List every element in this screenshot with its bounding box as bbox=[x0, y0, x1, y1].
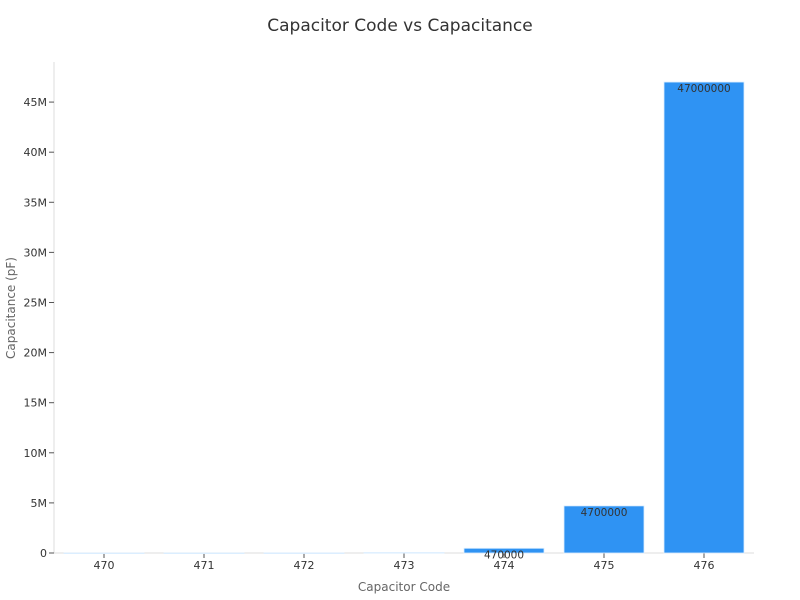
x-axis-label: Capacitor Code bbox=[358, 580, 450, 594]
y-tick-label: 35M bbox=[24, 196, 48, 209]
bar-471 bbox=[163, 552, 245, 554]
data-labels: 470000 4700000 47000000 bbox=[484, 83, 731, 561]
chart-title: Capacitor Code vs Capacitance bbox=[267, 16, 533, 36]
y-tick-label: 40M bbox=[24, 146, 48, 159]
x-tick-label: 472 bbox=[294, 559, 315, 572]
bar-series bbox=[63, 81, 745, 554]
y-tick-label: 25M bbox=[24, 296, 48, 309]
y-tick-label: 30M bbox=[24, 246, 48, 259]
bar-474 bbox=[463, 547, 545, 554]
data-label-476: 47000000 bbox=[677, 83, 730, 95]
y-tick-label: 15M bbox=[24, 397, 48, 410]
y-axis-ticks: 0 5M 10M 15M 20M 25M 30M 35M 40M 45M bbox=[24, 96, 54, 560]
x-tick-label: 470 bbox=[94, 559, 115, 572]
x-axis-ticks: 470 471 472 473 474 475 476 bbox=[94, 553, 715, 572]
y-axis-label: Capacitance (pF) bbox=[4, 257, 18, 359]
bar-476 bbox=[663, 81, 745, 554]
x-tick-label: 474 bbox=[494, 559, 515, 572]
x-tick-label: 475 bbox=[594, 559, 615, 572]
y-tick-label: 10M bbox=[24, 447, 48, 460]
y-tick-label: 5M bbox=[31, 497, 48, 510]
data-label-474: 470000 bbox=[484, 549, 524, 561]
x-tick-label: 476 bbox=[694, 559, 715, 572]
y-tick-label: 0 bbox=[40, 547, 47, 560]
y-tick-label: 20M bbox=[24, 347, 48, 360]
x-tick-label: 473 bbox=[394, 559, 415, 572]
bar-470 bbox=[63, 552, 145, 554]
y-tick-label: 45M bbox=[24, 96, 48, 109]
data-label-475: 4700000 bbox=[581, 507, 628, 519]
bar-472 bbox=[263, 552, 345, 554]
bar-475 bbox=[563, 505, 645, 554]
bar-473 bbox=[363, 552, 445, 554]
x-tick-label: 471 bbox=[194, 559, 215, 572]
